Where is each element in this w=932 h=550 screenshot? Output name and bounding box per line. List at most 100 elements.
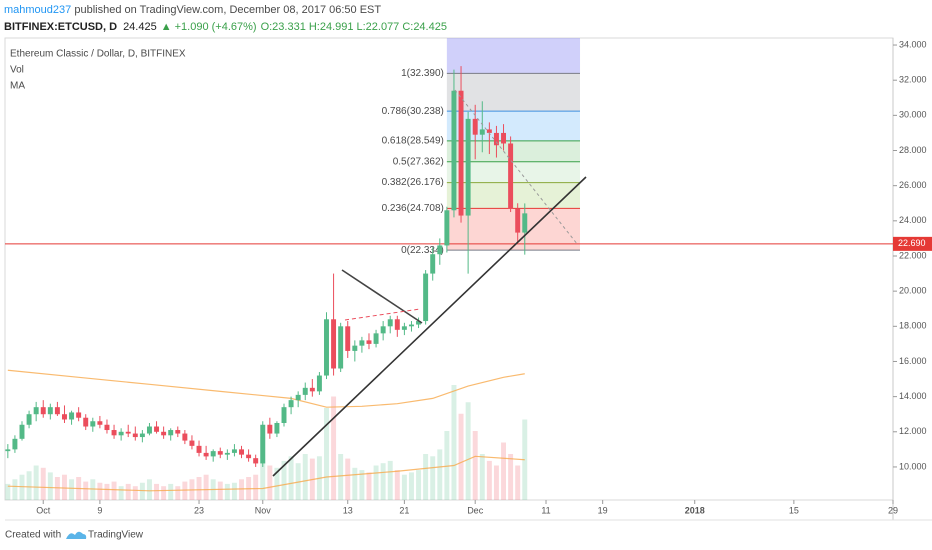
y-tick-label: 10.000 <box>899 461 927 471</box>
candle-body <box>154 426 160 432</box>
candle-body <box>111 430 117 436</box>
candle-body <box>19 424 25 439</box>
header-line: mahmoud237 published on TradingView.com,… <box>4 4 381 16</box>
candle-body <box>302 387 308 395</box>
price-label: 22.690 <box>898 238 926 248</box>
volume-bar <box>515 465 521 500</box>
volume-bar <box>380 463 386 500</box>
volume-bar <box>97 482 103 500</box>
volume-bar <box>479 454 485 500</box>
candle-body <box>26 414 32 425</box>
candle-body <box>394 319 400 330</box>
fib-label: 0.382(26.176) <box>382 177 444 188</box>
volume-bar <box>408 472 414 500</box>
candle-body <box>47 407 53 415</box>
symbol-line: BITFINEX:ETCUSD, D 24.425 ▲ +1.090 (+4.67%)… <box>4 21 447 33</box>
footer-brand[interactable]: TradingView <box>88 530 144 541</box>
candle-body <box>203 452 209 457</box>
volume-bar <box>111 481 117 500</box>
candle-body <box>324 319 329 376</box>
candle-body <box>508 143 514 209</box>
volume-bar <box>260 436 266 500</box>
volume-bar <box>33 465 39 500</box>
author[interactable]: mahmoud237 <box>4 4 71 16</box>
dashed-line <box>454 89 579 246</box>
candle-body <box>33 407 39 415</box>
volume-bar <box>40 467 46 500</box>
fib-label: 0.5(27.362) <box>393 156 444 167</box>
volume-bar <box>444 431 450 500</box>
x-tick-label: 19 <box>598 505 608 515</box>
x-tick-label: 2018 <box>685 505 705 515</box>
volume-bar <box>217 481 223 500</box>
volume-bar <box>69 479 75 500</box>
volume-bar <box>132 486 138 500</box>
fib-label: 0.618(28.549) <box>382 136 444 147</box>
volume-bar <box>508 454 514 500</box>
candle-body <box>345 326 351 351</box>
candle-body <box>161 431 167 436</box>
volume-bar <box>239 479 244 500</box>
candle-body <box>430 254 436 274</box>
volume-bar <box>338 454 344 500</box>
symbol: BITFINEX:ETCUSD, D <box>4 21 117 33</box>
volume-bar <box>430 456 436 500</box>
last: 24.425 <box>123 21 157 33</box>
candle-body <box>182 433 188 441</box>
volume-bar <box>401 474 407 500</box>
candle-body <box>522 213 528 233</box>
volume-bar <box>146 479 152 500</box>
y-tick-label: 18.000 <box>899 321 927 331</box>
candle-body <box>451 90 457 211</box>
x-tick-label: Nov <box>255 505 272 515</box>
volume-bar <box>394 470 400 500</box>
candle-body <box>97 421 103 425</box>
volume-bar <box>19 474 25 500</box>
candle-body <box>104 424 110 431</box>
trend-line <box>272 176 587 477</box>
candle-body <box>387 319 393 327</box>
volume-bar <box>168 483 174 500</box>
y-tick-label: 28.000 <box>899 145 927 155</box>
candle-body <box>515 208 521 233</box>
candle-body <box>246 454 252 459</box>
volume-bar <box>26 471 32 500</box>
candle-body <box>83 417 89 427</box>
trend-line <box>341 269 423 324</box>
volume-bar <box>493 465 499 500</box>
published: published on TradingView.com, December 0… <box>71 4 381 16</box>
candle-body <box>501 132 507 144</box>
volume-bar <box>175 486 181 500</box>
candle-body <box>196 445 202 453</box>
volume-bar <box>331 396 337 500</box>
volume-bar <box>224 483 230 500</box>
x-tick-label: 21 <box>399 505 409 515</box>
candle-body <box>175 430 181 434</box>
arrow: ▲ <box>161 21 172 33</box>
change: +1.090 (+4.67%) <box>175 21 257 33</box>
ma-label: MA <box>10 81 25 92</box>
candle-body <box>125 431 131 434</box>
candle-body <box>458 90 464 216</box>
candle-body <box>54 407 60 415</box>
x-tick-label: 11 <box>541 505 550 515</box>
volume-bar <box>62 474 67 500</box>
volume-bar <box>302 454 308 500</box>
price-label-box <box>893 236 932 251</box>
close: C:24.425 <box>402 21 447 33</box>
candle-body <box>479 129 485 135</box>
candle-body <box>366 340 372 344</box>
candle-body <box>359 340 365 346</box>
candle-body <box>217 451 223 455</box>
candle-body <box>224 452 230 455</box>
candle-body <box>189 440 195 446</box>
volume-bar <box>125 483 131 500</box>
volume-bar <box>472 431 478 500</box>
volume-bar <box>161 486 167 500</box>
x-tick-label: Dec <box>467 505 484 515</box>
volume-bar <box>281 460 287 500</box>
volume-bar <box>253 474 259 500</box>
x-tick-label: 13 <box>343 505 353 515</box>
